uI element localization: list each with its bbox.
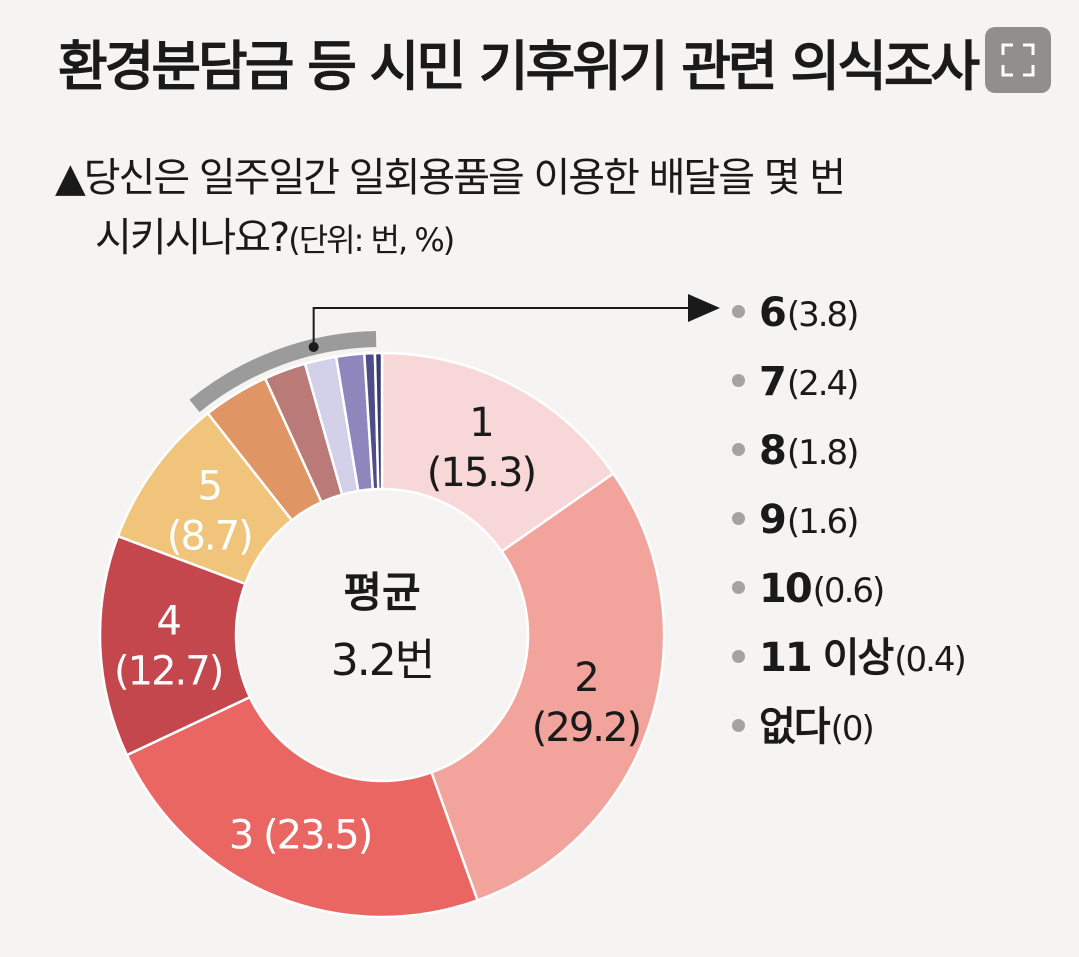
connector-line [312,307,696,347]
legend-category: 없다 [759,704,831,750]
legend-item: 7(2.4) [732,351,965,420]
connector-dot [308,341,319,352]
legend-value: (3.8) [786,295,860,335]
center-label-average: 3.2번 [331,635,433,686]
legend-item: 11 이상(0.4) [732,627,967,696]
question-line-1: ▲당신은 일주일간 일회용품을 이용한 배달을 몇 번 [55,155,846,201]
legend-bullet-icon [732,443,745,456]
legend-bullet-icon [732,581,745,594]
expand-icon [1001,43,1035,77]
legend-bullet-icon [732,374,745,387]
legend-item: 8(1.8) [732,420,965,489]
slice-1 [380,351,615,554]
expand-button[interactable] [985,27,1051,93]
legend-value: (1.6) [786,502,860,542]
small-slices-bracket [189,294,720,413]
connector-arrowhead [688,294,720,322]
slice-4 [98,534,252,757]
legend-item: 10(0.6) [732,558,965,627]
legend-value: (0) [830,709,875,749]
slice-label-1-line2: (15.3) [427,450,535,496]
legend-category: 9 [759,497,787,543]
question-line-2: 시키시나요?(단위: 번, %) [95,205,455,263]
legend-bullet-icon [732,719,745,732]
legend-item: 없다(0) [732,696,965,765]
legend-value: (2.4) [786,364,860,404]
chart-title: 환경분담금 등 시민 기후위기 관련 의식조사 [58,35,980,98]
legend-category: 10 [759,566,813,612]
slice-label-4-line1: 4 [156,599,180,645]
slice-label-3-line1: 3 (23.5) [229,813,371,859]
legend-value: (0.4) [894,640,967,680]
legend-bullet-icon [732,650,745,663]
slice-2 [429,471,666,902]
legend-bullet-icon [732,512,745,525]
legend-value: (0.6) [812,571,886,611]
slice-label-1-line1: 1 [469,400,492,446]
legend-category: 6 [759,290,787,336]
legend-value: (1.8) [786,433,860,473]
slice-label-4-line2: (12.7) [114,649,222,695]
legend-category: 11 이상 [759,635,894,681]
question-text: 시키시나요? [95,215,290,261]
legend-category: 7 [759,359,787,405]
center-label-title: 평균 [343,568,420,617]
slice-label-2-line1: 2 [574,655,597,701]
unit-note: (단위: 번, %) [288,221,455,259]
legend-bullet-icon [732,305,745,318]
legend-category: 8 [759,428,787,474]
slice-11-이상 [373,351,384,491]
bracket-band [189,331,377,413]
donut-slices [98,351,666,919]
legend: 6(3.8) 7(2.4) 8(1.8) 9(1.6) 10(0.6) 11 이상(0.4… [732,282,967,765]
legend-item: 9(1.6) [732,489,965,558]
slice-label-5-line1: 5 [198,464,221,510]
slice-3 [125,695,480,919]
legend-item: 6(3.8) [732,282,965,351]
slice-label-5-line2: (8.7) [167,514,252,560]
slice-label-2-line2: (29.2) [532,705,640,751]
slice-labels: 1(15.3) 2(29.2) 3 (23.5) 4(12.7) 5(8.7) [114,400,642,859]
